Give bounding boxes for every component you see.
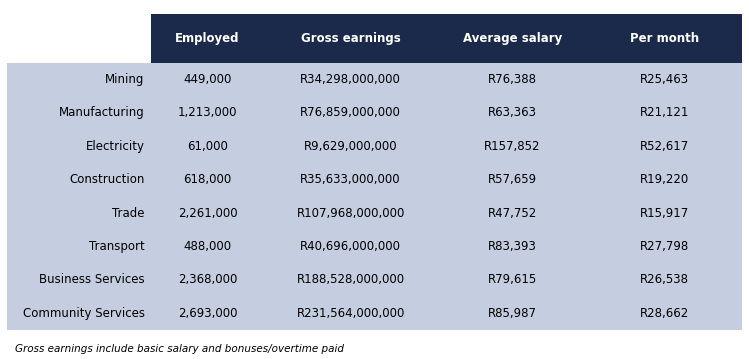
Text: 488,000: 488,000 [184, 240, 231, 253]
Text: R40,696,000,000: R40,696,000,000 [300, 240, 401, 253]
Text: 1,213,000: 1,213,000 [178, 106, 237, 120]
Text: 2,368,000: 2,368,000 [178, 273, 237, 286]
Bar [7, 297, 742, 330]
Bar [7, 163, 742, 196]
Text: R35,633,000,000: R35,633,000,000 [300, 173, 401, 186]
Text: R28,662: R28,662 [640, 307, 689, 320]
Bar [437, 14, 587, 63]
Text: Per month: Per month [630, 32, 699, 45]
Text: R85,987: R85,987 [488, 307, 536, 320]
Text: Gross earnings include basic salary and bonuses/overtime paid: Gross earnings include basic salary and … [15, 344, 344, 354]
Bar [7, 63, 742, 96]
Text: R27,798: R27,798 [640, 240, 689, 253]
Text: R79,615: R79,615 [488, 273, 537, 286]
Text: R9,629,000,000: R9,629,000,000 [304, 140, 398, 153]
Bar [151, 14, 264, 63]
Text: R157,852: R157,852 [484, 140, 540, 153]
Text: 2,693,000: 2,693,000 [178, 307, 237, 320]
Text: R76,388: R76,388 [488, 73, 536, 86]
Text: 2,261,000: 2,261,000 [178, 206, 237, 220]
Text: Business Services: Business Services [39, 273, 145, 286]
Text: R34,298,000,000: R34,298,000,000 [300, 73, 401, 86]
Text: R21,121: R21,121 [640, 106, 689, 120]
Text: R15,917: R15,917 [640, 206, 689, 220]
Text: Transport: Transport [89, 240, 145, 253]
Text: R57,659: R57,659 [488, 173, 537, 186]
Text: R52,617: R52,617 [640, 140, 689, 153]
Bar [7, 263, 742, 297]
Text: 61,000: 61,000 [187, 140, 228, 153]
Text: Gross earnings: Gross earnings [301, 32, 401, 45]
Text: R188,528,000,000: R188,528,000,000 [297, 273, 404, 286]
Text: Construction: Construction [69, 173, 145, 186]
Text: R26,538: R26,538 [640, 273, 689, 286]
Bar [7, 230, 742, 263]
Text: R19,220: R19,220 [640, 173, 689, 186]
Text: Manufacturing: Manufacturing [59, 106, 145, 120]
Text: 618,000: 618,000 [184, 173, 231, 186]
Text: R231,564,000,000: R231,564,000,000 [297, 307, 404, 320]
Text: Community Services: Community Services [22, 307, 145, 320]
Text: Employed: Employed [175, 32, 240, 45]
Text: R47,752: R47,752 [488, 206, 537, 220]
Bar [7, 96, 742, 130]
Bar [7, 130, 742, 163]
Text: R25,463: R25,463 [640, 73, 689, 86]
Text: Average salary: Average salary [462, 32, 562, 45]
Text: Electricity: Electricity [85, 140, 145, 153]
Text: R83,393: R83,393 [488, 240, 536, 253]
Bar [7, 196, 742, 230]
Text: R76,859,000,000: R76,859,000,000 [300, 106, 401, 120]
Text: R63,363: R63,363 [488, 106, 536, 120]
Bar [264, 14, 437, 63]
Text: Trade: Trade [112, 206, 145, 220]
Bar [587, 14, 742, 63]
Text: R107,968,000,000: R107,968,000,000 [297, 206, 404, 220]
Text: 449,000: 449,000 [184, 73, 231, 86]
Text: Mining: Mining [106, 73, 145, 86]
